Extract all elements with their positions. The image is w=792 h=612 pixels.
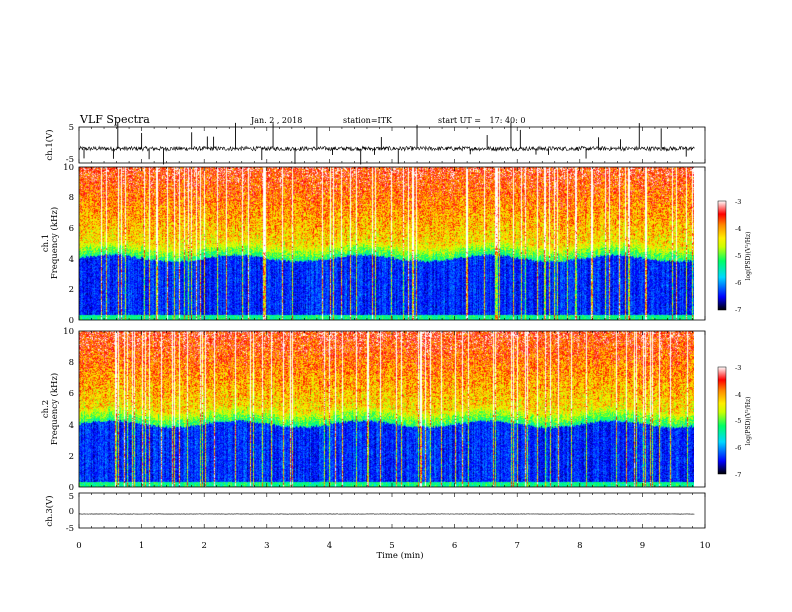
ch1-ytick-0: 0 — [69, 316, 74, 326]
ch1-spectrogram-image — [79, 167, 694, 320]
ch3-ytick-bottom: -5 — [66, 524, 74, 534]
ch2-spectrogram-ticks — [78, 331, 706, 487]
time-tick-label: 8 — [577, 541, 582, 551]
ch1-spectrogram-panel: 0 2 4 6 8 10 ch.1 Frequency (kHz) -3 -4 … — [41, 163, 752, 326]
time-tick-label: 0 — [76, 541, 81, 551]
ch1-colorbar-ticks: -3 -4 -5 -6 -7 — [735, 198, 741, 314]
ch1-ytick-bottom: -5 — [66, 155, 74, 165]
ch1-ytick-8: 8 — [69, 193, 74, 203]
cb2-tick-3: -3 — [735, 364, 741, 372]
ch3-waveform-frame — [78, 492, 706, 529]
ch1-ytick-top: 5 — [69, 123, 74, 133]
start-label: start UT = — [438, 116, 484, 125]
ch3-ytick-top: 5 — [69, 492, 74, 502]
figure-title: VLF Spectra — [79, 113, 150, 126]
ch1-waveform-frame — [78, 126, 706, 164]
time-tick-label: 7 — [514, 541, 519, 551]
cb1-tick-7: -7 — [735, 306, 741, 314]
ch2-ytick-2: 2 — [69, 452, 74, 462]
cb2-tick-7: -7 — [735, 471, 741, 479]
ch1-colorbar-label: log(PSD)(V²/Hz) — [745, 232, 752, 281]
ch2-spectrogram-image — [79, 331, 694, 487]
ch2-ytick-6: 6 — [69, 389, 74, 399]
time-tick-label: 5 — [389, 541, 394, 551]
figure-start-time: start UT = 17: 40: 0 — [438, 116, 525, 125]
figure-station: station=ITK — [343, 116, 393, 125]
ch1-channel-label: ch.1 — [41, 234, 51, 252]
ch1-ytick-2: 2 — [69, 285, 74, 295]
ch1-waveform-trace — [78, 122, 695, 165]
ch1-ytick-6: 6 — [69, 224, 74, 234]
time-tick-label: 3 — [264, 541, 269, 551]
time-tick-label: 1 — [139, 541, 144, 551]
time-tick-label: 9 — [640, 541, 645, 551]
ch2-ytick-10: 10 — [63, 327, 74, 337]
ch2-colorbar-label: log(PSD)(V²/Hz) — [745, 397, 752, 446]
ch3-ytick-mid: 0 — [69, 507, 74, 517]
ch1-spectrogram-ticks — [78, 167, 706, 320]
time-tick-label: 6 — [452, 541, 457, 551]
cb2-tick-4: -4 — [735, 391, 741, 399]
ch3-waveform-ylabel: ch.3(V) — [44, 495, 55, 526]
ch2-frequency-label: Frequency (kHz) — [49, 373, 60, 445]
waveform-line — [78, 145, 695, 152]
cb2-tick-6: -6 — [735, 444, 741, 452]
time-tick-label: 2 — [201, 541, 206, 551]
ch1-frequency-tick-labels: 0 2 4 6 8 10 — [63, 163, 74, 326]
ch2-channel-label: ch.2 — [41, 400, 51, 418]
ch2-ytick-8: 8 — [69, 358, 74, 368]
cb1-tick-5: -5 — [735, 252, 741, 260]
ch1-ytick-4: 4 — [69, 255, 74, 265]
cb2-tick-5: -5 — [735, 417, 741, 425]
time-axis-tick-labels: 0 1 2 3 4 5 6 7 8 9 10 — [76, 541, 710, 551]
ch2-colorbar-ticks: -3 -4 -5 -6 -7 — [735, 364, 741, 479]
cb1-tick-3: -3 — [735, 198, 741, 206]
start-time-value: 17: 40: 0 — [490, 116, 526, 125]
time-tick-label: 4 — [327, 541, 332, 551]
figure-date: Jan. 2 , 2018 — [250, 116, 302, 125]
ch1-waveform-ylabel: ch.1(V) — [44, 129, 55, 160]
ch1-waveform-ticks — [78, 127, 706, 163]
time-axis-label: Time (min) — [376, 550, 423, 561]
ch3-waveform-ticks — [78, 493, 706, 528]
ch2-frequency-tick-labels: 0 2 4 6 8 10 — [63, 327, 74, 493]
ch1-colorbar — [717, 200, 727, 311]
ch2-spectrogram-panel: 0 2 4 6 8 10 ch.2 Frequency (kHz) -3 -4 … — [41, 327, 752, 493]
ch2-ytick-4: 4 — [69, 421, 74, 431]
ch1-ytick-10: 10 — [63, 163, 74, 173]
ch1-waveform-panel: 5 -5 ch.1(V) — [44, 122, 706, 165]
time-tick-label: 10 — [700, 541, 711, 551]
ch1-frequency-label: Frequency (kHz) — [49, 207, 60, 279]
ch3-waveform-panel: 5 0 -5 ch.3(V) — [44, 492, 706, 534]
cb1-tick-4: -4 — [735, 225, 741, 233]
ch2-colorbar — [717, 366, 727, 475]
cb1-tick-6: -6 — [735, 279, 741, 287]
ch2-ytick-0: 0 — [69, 483, 74, 493]
